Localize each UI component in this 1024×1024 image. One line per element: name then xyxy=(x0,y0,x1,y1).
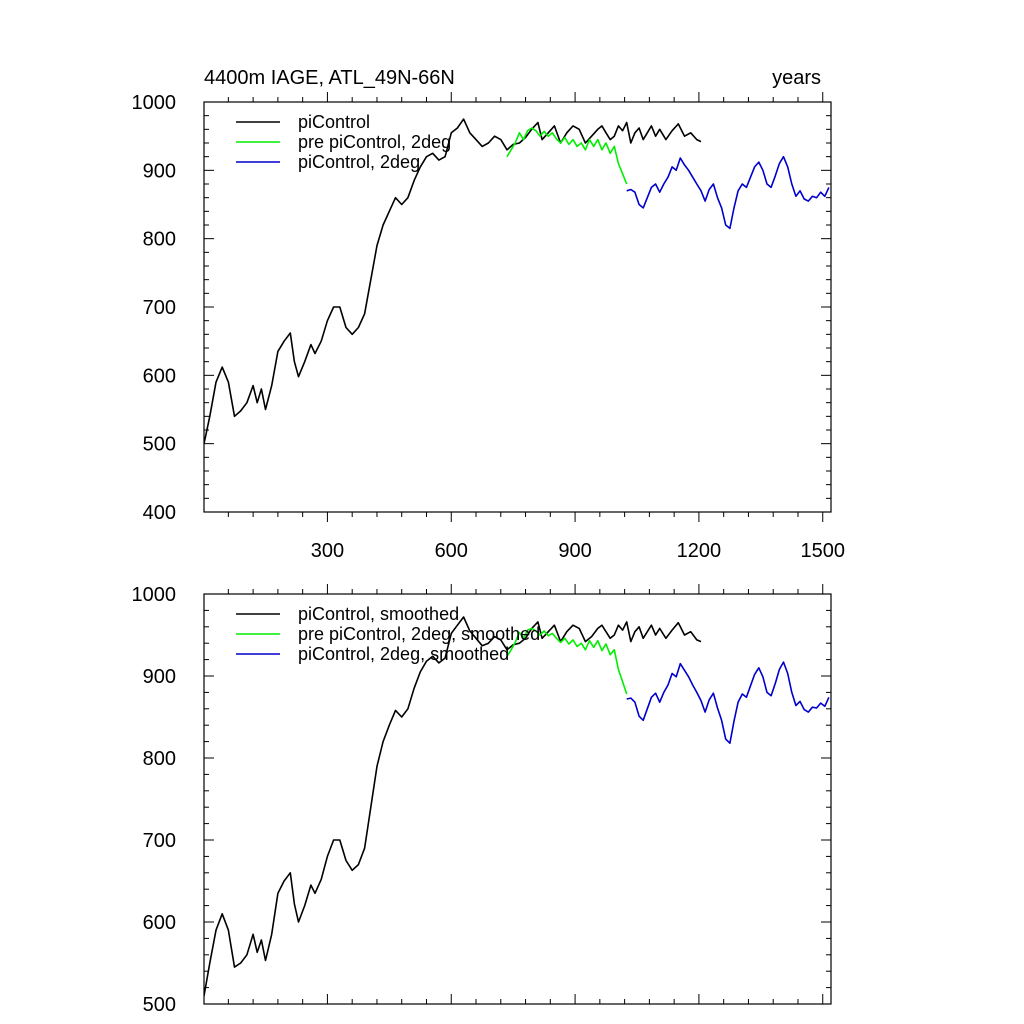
x-tick-label: 300 xyxy=(311,540,344,562)
plot-frame xyxy=(203,593,832,1005)
legend-label-3: piControl, 2deg, smoothed xyxy=(298,644,509,664)
y-tick-label: 800 xyxy=(143,229,176,251)
y-tick-label: 1000 xyxy=(132,92,177,114)
y-tick-label: 900 xyxy=(143,666,176,688)
y-tick-label: 400 xyxy=(143,502,176,524)
series-line-2 xyxy=(506,127,628,185)
legend-label-3: piControl, 2deg xyxy=(298,152,420,172)
legend-label-2: pre piControl, 2deg xyxy=(298,132,451,152)
series-line-3 xyxy=(626,155,830,230)
y-tick-label: 500 xyxy=(143,434,176,456)
series-line-1 xyxy=(204,616,702,996)
y-tick-label: 600 xyxy=(143,912,176,934)
legend-label-1: piControl, smoothed xyxy=(298,604,459,624)
series-line-3 xyxy=(626,661,830,744)
chart-panel-1: 400 500 600 700 800 900 1000 300 600 900 1200 1500 4… xyxy=(132,67,845,562)
y-tick-label: 700 xyxy=(143,830,176,852)
legend-label-1: piControl xyxy=(298,112,370,132)
y-tick-label: 1000 xyxy=(132,584,177,606)
x-tick-label: 600 xyxy=(435,540,468,562)
x-tick-label: 1500 xyxy=(800,540,845,562)
y-tick-label: 800 xyxy=(143,748,176,770)
legend-label-2: pre piControl, 2deg, smoothed xyxy=(298,624,540,644)
x-tick-label: 900 xyxy=(558,540,591,562)
y-tick-label: 700 xyxy=(143,297,176,319)
series-line-1 xyxy=(204,118,702,444)
series-line-2 xyxy=(506,627,628,695)
y-tick-label: 500 xyxy=(143,994,176,1016)
y-tick-label: 900 xyxy=(143,160,176,182)
y-tick-label: 600 xyxy=(143,365,176,387)
x-tick-label: 1200 xyxy=(677,540,722,562)
chart-panel-2: 500 600 700 800 900 1000 piControl, smoothedpr… xyxy=(132,584,832,1016)
chart-title-right: years xyxy=(772,67,821,89)
chart-title: 4400m IAGE, ATL_49N-66N xyxy=(204,67,455,89)
